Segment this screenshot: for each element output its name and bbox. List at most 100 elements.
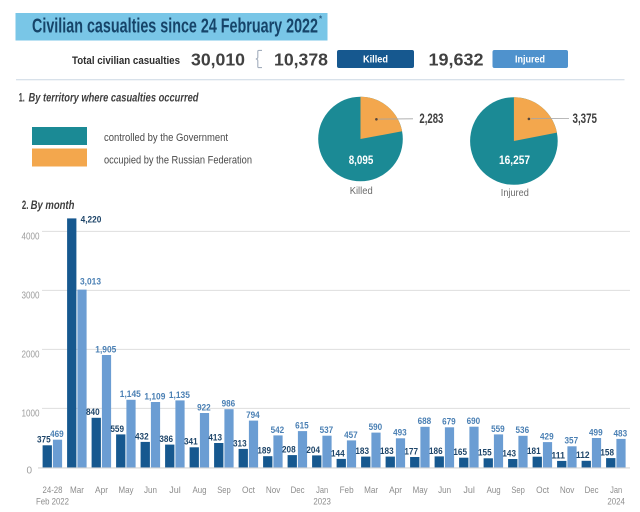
svg-text:2,283: 2,283 [419,111,443,126]
svg-text:Dec: Dec [585,485,599,495]
svg-text:499: 499 [589,427,603,437]
svg-text:1,109: 1,109 [144,391,165,401]
svg-text:177: 177 [404,446,418,456]
svg-text:690: 690 [467,416,481,426]
svg-text:Mar: Mar [364,485,378,495]
svg-text:occupied by the Russian Federa: occupied by the Russian Federation [104,154,252,166]
svg-text:By territory where casualties: By territory where casualties occurred [29,91,200,105]
svg-text:469: 469 [50,429,64,439]
svg-text:375: 375 [37,435,51,445]
svg-text:Feb 2022: Feb 2022 [36,497,69,507]
svg-text:536: 536 [516,425,530,435]
svg-text:Feb: Feb [340,485,354,495]
svg-text:1,135: 1,135 [169,390,190,400]
svg-text:155: 155 [478,448,492,458]
svg-text:1.: 1. [19,91,25,105]
svg-text:1,145: 1,145 [120,389,141,399]
svg-text:590: 590 [369,422,383,432]
svg-text:183: 183 [380,446,394,456]
svg-text:3000: 3000 [22,291,40,302]
svg-text:3,375: 3,375 [573,111,598,126]
svg-text:By month: By month [31,198,75,212]
svg-text:559: 559 [491,424,505,434]
svg-text:Killed: Killed [363,54,388,66]
svg-text:429: 429 [540,432,554,442]
svg-text:2000: 2000 [22,350,40,361]
svg-text:3,013: 3,013 [80,277,101,287]
svg-text:controlled by the Government: controlled by the Government [104,132,229,144]
svg-text:19,632: 19,632 [429,49,484,69]
svg-text:313: 313 [233,438,247,448]
svg-text:Jan: Jan [316,485,328,495]
svg-text:10,378: 10,378 [274,49,328,69]
svg-text:Apr: Apr [389,485,402,495]
svg-text:183: 183 [355,446,369,456]
svg-text:186: 186 [429,446,443,456]
svg-text:986: 986 [222,399,236,409]
svg-text:Aug: Aug [487,485,501,495]
svg-text:Apr: Apr [95,485,108,495]
svg-text:158: 158 [600,448,614,458]
svg-text:Jun: Jun [144,485,157,495]
svg-text:794: 794 [246,410,260,420]
svg-text:0: 0 [27,466,33,477]
svg-text:559: 559 [110,424,124,434]
svg-text:165: 165 [453,447,467,457]
svg-text:Killed: Killed [350,185,373,197]
svg-text:4000: 4000 [22,232,40,243]
svg-text:24-28: 24-28 [43,485,63,495]
svg-text:688: 688 [418,416,432,426]
svg-text:493: 493 [393,428,407,438]
svg-text:112: 112 [576,450,590,460]
svg-text:Aug: Aug [193,485,207,495]
svg-text:16,257: 16,257 [499,153,530,167]
svg-text:4,220: 4,220 [81,215,102,225]
svg-text:1000: 1000 [22,409,40,420]
svg-text:Jul: Jul [169,485,181,495]
svg-text:Nov: Nov [266,485,281,495]
svg-text:204: 204 [306,445,320,455]
svg-text:Civilian casualties since 24 F: Civilian casualties since 24 February 20… [32,14,318,37]
svg-text:483: 483 [614,428,628,438]
svg-text:357: 357 [565,436,579,446]
svg-text:2.: 2. [22,198,29,212]
svg-text:Dec: Dec [291,485,305,495]
svg-text:2023: 2023 [313,497,331,507]
svg-text:615: 615 [295,421,309,431]
svg-text:Oct: Oct [242,485,255,495]
svg-text:30,010: 30,010 [191,49,245,69]
svg-text:Injured: Injured [515,54,545,66]
svg-text:341: 341 [184,437,198,447]
svg-text:May: May [413,485,428,495]
svg-text:Jun: Jun [438,485,451,495]
svg-text:Jan: Jan [610,485,622,495]
svg-text:Sep: Sep [217,485,231,495]
svg-text:Sep: Sep [511,485,525,495]
svg-text:*: * [319,15,323,24]
svg-text:432: 432 [135,431,149,441]
svg-text:840: 840 [86,407,100,417]
svg-text:Mar: Mar [70,485,84,495]
svg-text:May: May [119,485,134,495]
svg-text:181: 181 [527,446,541,456]
svg-text:189: 189 [257,446,271,456]
svg-text:208: 208 [282,445,296,455]
svg-text:457: 457 [344,430,358,440]
svg-text:386: 386 [159,434,173,444]
svg-text:679: 679 [442,417,456,427]
svg-text:922: 922 [197,402,211,412]
svg-text:Oct: Oct [536,485,549,495]
svg-text:537: 537 [320,425,334,435]
svg-text:Injured: Injured [501,187,529,199]
svg-text:144: 144 [331,448,345,458]
svg-text:Nov: Nov [560,485,575,495]
svg-text:Jul: Jul [463,485,475,495]
svg-text:8,095: 8,095 [349,153,374,167]
svg-text:143: 143 [502,448,516,458]
svg-text:1,905: 1,905 [95,344,116,354]
svg-text:413: 413 [208,432,222,442]
svg-text:111: 111 [551,450,565,460]
svg-text:542: 542 [271,425,285,435]
svg-text:2024: 2024 [607,497,625,507]
svg-text:Total civilian casualties: Total civilian casualties [72,55,180,67]
